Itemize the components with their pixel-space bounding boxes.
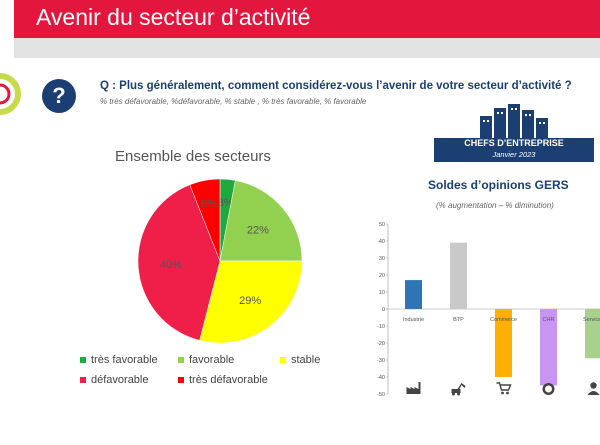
header-divider	[14, 38, 600, 58]
y-tick-label: -10	[377, 324, 385, 330]
bar-chr	[540, 309, 557, 386]
legend-swatch	[178, 357, 184, 363]
y-tick-label: 30	[379, 256, 385, 262]
buildings-icon	[480, 104, 548, 140]
pie-label-tres-defavorable: 6%	[201, 198, 217, 210]
factory-icon	[406, 382, 421, 394]
legend-label: défavorable	[91, 374, 149, 386]
legend-label: favorable	[189, 354, 235, 366]
legend-label: stable	[291, 354, 321, 366]
pie-label-favorable: 22%	[247, 225, 269, 237]
bar-btp	[450, 242, 467, 309]
x-tick-label-btp: BTP	[453, 317, 464, 323]
question-text: Q : Plus généralement, comment considére…	[100, 80, 572, 92]
pie-chart-title: Ensemble des secteurs	[115, 148, 271, 165]
logo-ribbon	[434, 138, 594, 162]
x-tick-label-industrie: Industrie	[403, 317, 424, 323]
y-tick-label: -30	[377, 358, 385, 364]
person-icon	[587, 382, 600, 395]
dining-plate-icon	[542, 383, 555, 395]
bar-chart-title: Soldes d’opinions GERS	[428, 178, 569, 192]
bar-services	[585, 309, 600, 359]
pie-label-tres-favorable: 3%	[218, 197, 234, 209]
question-subtitle: % très défavorable, %défavorable, % stab…	[100, 97, 367, 106]
chefs-entreprise-logo: CHEFS D’ENTREPRISE Janvier 2023	[430, 102, 598, 164]
question-mark-icon: ?	[42, 79, 76, 113]
shopping-cart-icon	[496, 382, 512, 395]
legend-swatch	[80, 357, 86, 363]
y-tick-label: 20	[379, 273, 385, 279]
x-tick-label-commerce: Commerce	[490, 317, 517, 323]
bar-commerce	[495, 309, 512, 377]
y-tick-label: 40	[379, 239, 385, 245]
pie-slice-stable	[199, 260, 303, 344]
y-tick-label: -40	[377, 375, 385, 381]
legend-item-tres-favorable: très favorable	[80, 354, 158, 366]
y-tick-label: -20	[377, 341, 385, 347]
pie-slice-defavorable	[137, 184, 221, 341]
y-tick-label: 0	[382, 307, 385, 313]
bar-chart: 50 40 30 20 10 0 -10 -20 -30 -40 -50 Industrie BTP Co…	[377, 222, 600, 398]
y-tick-label: 10	[379, 290, 385, 296]
legend-item-stable: stable	[280, 354, 320, 366]
legend-item-defavorable: défavorable	[80, 374, 149, 386]
legend-swatch	[80, 377, 86, 383]
pie-slice-favorable	[219, 180, 303, 262]
title-bar: Avenir du secteur d’activité	[14, 0, 600, 38]
x-tick-label-chr: CHR	[543, 317, 555, 323]
legend-label: très favorable	[91, 354, 158, 366]
bar-industrie	[405, 280, 422, 309]
legend-label: très défavorable	[189, 374, 268, 386]
pie-chart: 3% 22% 29% 40% 6%	[137, 178, 303, 344]
x-tick-label-services: Services	[583, 317, 600, 323]
decorative-ring-icon	[0, 73, 21, 115]
legend-item-favorable: favorable	[178, 354, 234, 366]
legend-swatch	[178, 377, 184, 383]
y-tick-label: 50	[379, 222, 385, 228]
excavator-icon	[451, 383, 466, 396]
pie-label-stable: 29%	[239, 295, 261, 307]
bar-chart-subtitle: (% augmentation – % diminution)	[436, 201, 554, 210]
pie-slice-tres-defavorable	[189, 178, 221, 262]
legend-item-tres-defavorable: très défavorable	[178, 374, 268, 386]
logo-date: Janvier 2023	[492, 150, 536, 159]
legend-swatch	[280, 357, 286, 363]
y-tick-label: -50	[377, 392, 385, 398]
page-title: Avenir du secteur d’activité	[36, 4, 311, 30]
logo-title: CHEFS D’ENTREPRISE	[464, 138, 564, 148]
pie-label-defavorable: 40%	[160, 259, 182, 271]
